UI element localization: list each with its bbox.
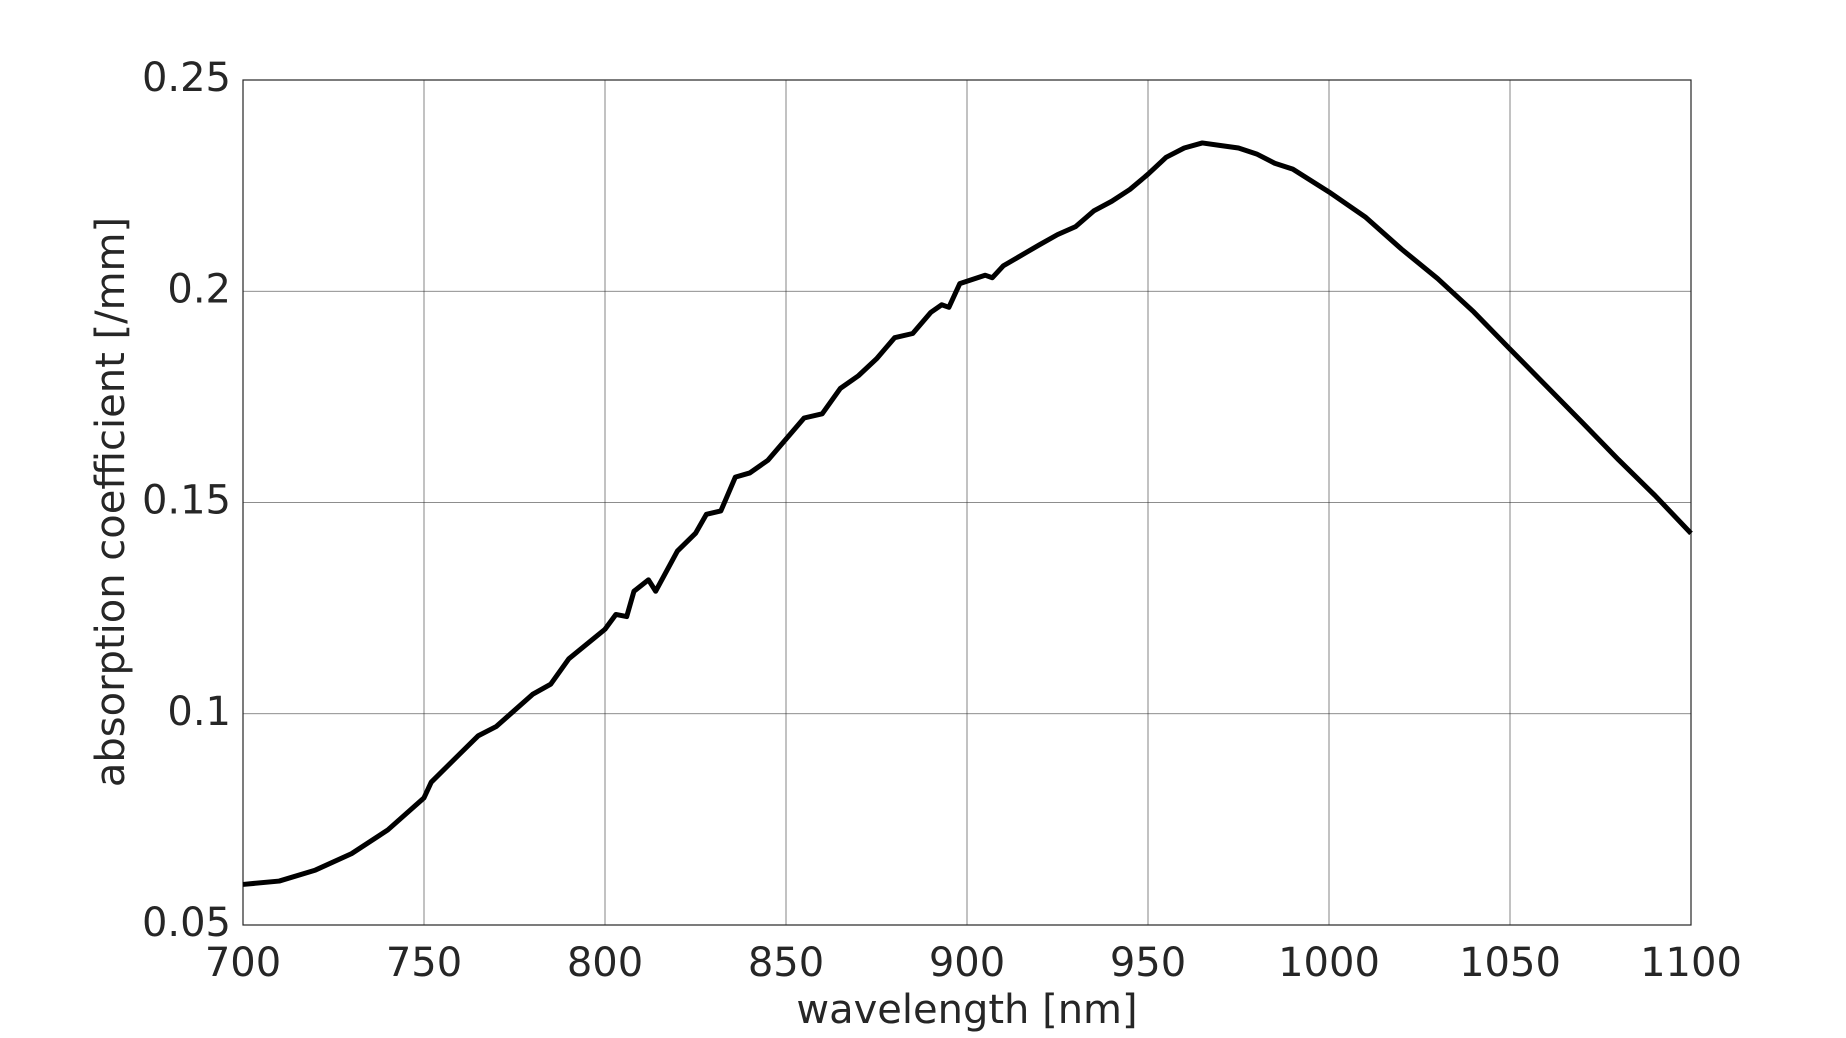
plot-frame bbox=[242, 79, 1692, 926]
x-tick-label: 800 bbox=[567, 940, 643, 986]
y-tick-label: 0.2 bbox=[167, 266, 231, 312]
y-tick-label: 0.15 bbox=[142, 478, 231, 524]
x-tick-label: 750 bbox=[386, 940, 462, 986]
y-tick-label: 0.1 bbox=[167, 689, 231, 735]
x-tick-label: 1100 bbox=[1640, 940, 1742, 986]
x-tick-label: 850 bbox=[748, 940, 824, 986]
x-tick-label: 1000 bbox=[1278, 940, 1380, 986]
x-tick-label: 700 bbox=[205, 940, 281, 986]
x-tick-label: 950 bbox=[1110, 940, 1186, 986]
x-tick-label: 1050 bbox=[1459, 940, 1561, 986]
x-tick-label: 900 bbox=[929, 940, 1005, 986]
y-axis-label: absorption coefficient [/mm] bbox=[88, 217, 134, 787]
y-tick-label: 0.25 bbox=[142, 55, 231, 101]
x-axis-label: wavelength [nm] bbox=[796, 987, 1137, 1033]
y-tick-label: 0.05 bbox=[142, 900, 231, 946]
data-line bbox=[242, 140, 1693, 887]
